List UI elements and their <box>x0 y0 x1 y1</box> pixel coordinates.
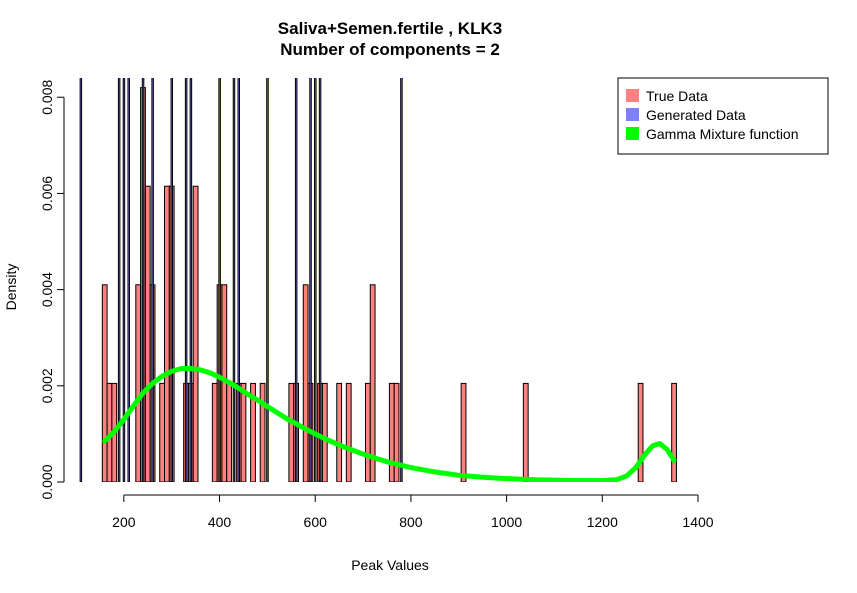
x-tick-label: 1000 <box>491 514 522 530</box>
generated-data-bar <box>170 78 174 482</box>
generated-data-bar <box>400 78 403 482</box>
generated-data-bar <box>318 78 322 482</box>
generated-data-bar <box>117 78 121 482</box>
y-tick-label: 0.000 <box>39 464 55 499</box>
legend: True Data Generated Data Gamma Mixture fun… <box>617 77 829 155</box>
legend-swatch <box>626 89 639 102</box>
generated-data-bar <box>314 78 317 482</box>
true-data-bar <box>135 284 142 482</box>
true-data-bar <box>144 185 151 482</box>
true-data-bar <box>226 382 232 482</box>
chart-title: Saliva+Semen.fertile , KLK3 <box>278 19 502 38</box>
true-data-bar <box>211 382 218 482</box>
x-tick-label: 1200 <box>587 514 618 530</box>
y-tick-label: 0.004 <box>39 272 55 307</box>
generated-data-bar <box>122 78 126 482</box>
true-data-bar <box>240 382 247 482</box>
x-tick-label: 1400 <box>682 514 713 530</box>
true-data-bar <box>159 382 166 482</box>
generated-data-bar <box>184 78 188 482</box>
generated-data-bar <box>151 78 154 482</box>
legend-label: True Data <box>646 88 708 104</box>
x-tick-label: 600 <box>304 514 328 530</box>
legend-swatch <box>626 127 639 140</box>
true-data-bar <box>321 382 328 482</box>
true-data-bar <box>288 382 295 482</box>
x-axis: 200 400 600 800 1000 1200 1400 <box>112 494 714 530</box>
generated-data-bar <box>232 78 236 482</box>
generated-data-bar <box>189 78 193 482</box>
generated-data-bar <box>79 78 83 482</box>
x-tick-label: 400 <box>208 514 232 530</box>
y-tick-label: 0.008 <box>39 80 55 115</box>
generated-data-bars <box>79 78 403 482</box>
y-tick-label: 0.002 <box>39 368 55 403</box>
true-data-bar <box>250 382 256 482</box>
true-data-bar <box>671 382 677 482</box>
y-tick-label: 0.006 <box>39 176 55 211</box>
generated-data-bar <box>266 78 269 482</box>
true-data-bar <box>192 185 199 482</box>
legend-label: Generated Data <box>646 107 746 123</box>
true-data-bar <box>388 382 395 482</box>
generated-data-bar <box>218 78 221 482</box>
legend-swatch <box>626 108 639 121</box>
x-tick-label: 800 <box>399 514 423 530</box>
legend-box <box>617 77 829 155</box>
true-data-bar <box>302 284 309 482</box>
generated-data-bar <box>141 78 145 482</box>
true-data-bar <box>393 382 400 482</box>
gamma-mixture-layer <box>102 366 677 482</box>
true-data-bar <box>336 382 343 482</box>
true-data-bar <box>364 382 371 482</box>
gamma-mixture-line <box>102 366 677 482</box>
true-data-bar <box>522 382 529 482</box>
x-tick-label: 200 <box>112 514 136 530</box>
legend-label: Gamma Mixture function <box>646 126 799 142</box>
true-data-bar <box>259 382 266 482</box>
generated-data-bar <box>309 78 312 482</box>
true-data-bar <box>345 382 352 482</box>
true-data-bar <box>164 185 170 482</box>
y-axis: 0.000 0.002 0.004 0.006 0.008 <box>39 80 65 500</box>
x-axis-label: Peak Values <box>351 557 429 573</box>
generated-data-bar <box>294 78 298 482</box>
generated-data-bar <box>127 78 130 482</box>
generated-data-bar <box>237 78 241 482</box>
y-axis-label: Density <box>3 264 19 311</box>
true-data-bars <box>101 87 677 482</box>
true-data-bar <box>460 382 467 482</box>
true-data-bar <box>637 382 644 482</box>
true-data-bar <box>101 284 108 482</box>
chart-subtitle: Number of components = 2 <box>280 40 500 59</box>
true-data-bar <box>369 284 376 482</box>
